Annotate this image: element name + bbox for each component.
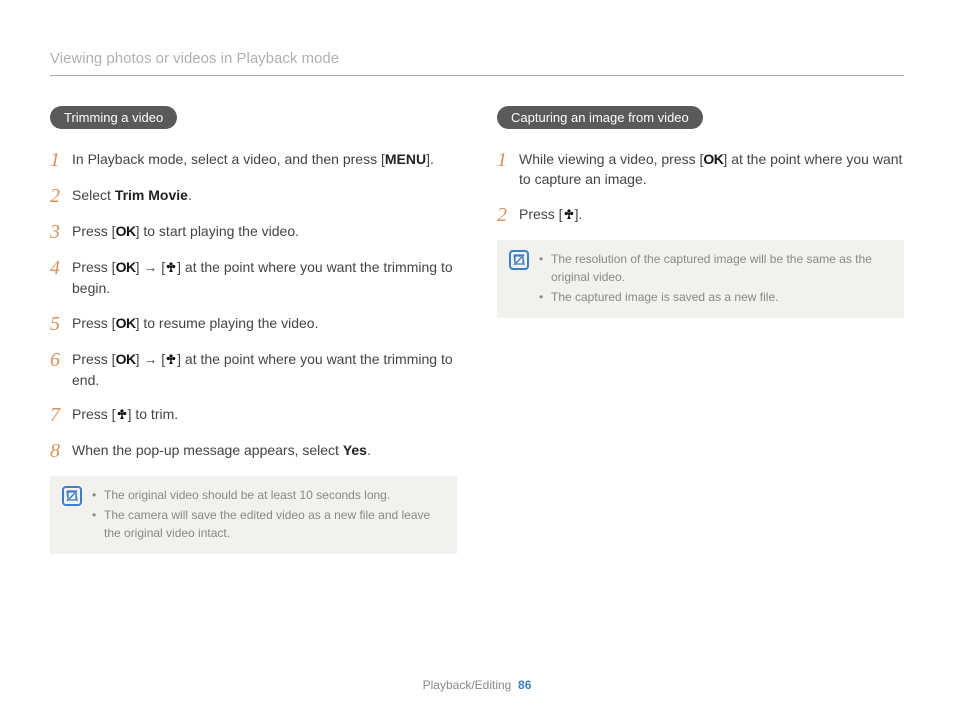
step-item: In Playback mode, select a video, and th… [50,149,457,171]
step-item: When the pop-up message appears, select … [50,440,457,462]
ok-button-label: OK [116,223,136,239]
note-item: The resolution of the captured image wil… [539,250,892,286]
step-item: Select Trim Movie. [50,185,457,207]
step-text: Press [ [72,351,116,367]
step-text: ] to resume playing the video. [136,315,319,331]
capturing-steps: While viewing a video, press [OK] at the… [497,149,904,226]
macro-flower-icon [116,405,128,425]
step-text: . [367,442,371,458]
page-header: Viewing photos or videos in Playback mod… [50,50,904,76]
footer-section: Playback/Editing [423,678,512,692]
note-item: The captured image is saved as a new fil… [539,288,892,306]
step-item: Press [ ] to trim. [50,404,457,426]
step-text: ]. [426,151,434,167]
page-number: 86 [518,678,531,692]
macro-flower-icon [563,205,575,225]
step-text: ]. [575,206,583,222]
menu-button-label: MENU [385,151,426,167]
step-text: While viewing a video, press [ [519,151,703,167]
step-text: Select [72,187,115,203]
step-text: Press [ [72,406,116,422]
page-footer: Playback/Editing 86 [0,678,954,692]
yes-label: Yes [343,442,367,458]
step-text: ] → [ [136,259,166,275]
step-text: ] to start playing the video. [136,223,299,239]
step-text: . [188,187,192,203]
note-box: The resolution of the captured image wil… [497,240,904,318]
step-text: ] → [ [136,351,166,367]
note-icon [509,250,529,270]
note-list: The original video should be at least 10… [92,486,445,544]
step-text: ] to trim. [128,406,179,422]
step-text: When the pop-up message appears, select [72,442,343,458]
step-text: Press [ [72,259,116,275]
step-item: While viewing a video, press [OK] at the… [497,149,904,190]
note-list: The resolution of the captured image wil… [539,250,892,308]
trimming-steps: In Playback mode, select a video, and th… [50,149,457,462]
step-text: Press [ [519,206,563,222]
macro-flower-icon [165,258,177,278]
left-column: Trimming a video In Playback mode, selec… [50,106,457,554]
section-pill-trimming: Trimming a video [50,106,177,129]
trim-movie-label: Trim Movie [115,187,188,203]
note-item: The original video should be at least 10… [92,486,445,504]
step-item: Press [OK] → [] at the point where you w… [50,257,457,299]
note-item: The camera will save the edited video as… [92,506,445,542]
step-item: Press [OK] to start playing the video. [50,221,457,243]
ok-button-label: OK [703,151,723,167]
ok-button-label: OK [116,259,136,275]
step-item: Press [OK] to resume playing the video. [50,313,457,335]
ok-button-label: OK [116,315,136,331]
step-item: Press [OK] → [] at the point where you w… [50,349,457,391]
step-text: Press [ [72,223,116,239]
step-text: In Playback mode, select a video, and th… [72,151,385,167]
note-icon [62,486,82,506]
note-box: The original video should be at least 10… [50,476,457,554]
content-columns: Trimming a video In Playback mode, selec… [50,106,904,554]
ok-button-label: OK [116,351,136,367]
section-pill-capturing: Capturing an image from video [497,106,703,129]
right-column: Capturing an image from video While view… [497,106,904,554]
step-text: Press [ [72,315,116,331]
macro-flower-icon [165,350,177,370]
step-item: Press []. [497,204,904,226]
